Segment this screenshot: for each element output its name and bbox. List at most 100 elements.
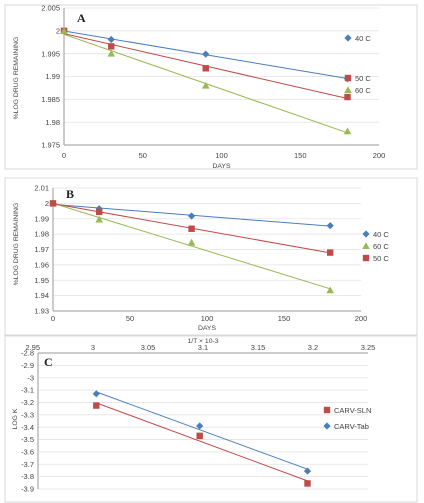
y-tick-label: -3.9 (21, 485, 34, 494)
legend-marker (344, 34, 352, 42)
y-tick-label: -3.3 (21, 410, 34, 419)
x-tick-label: 50 (126, 314, 134, 323)
y-tick-label: -3.6 (21, 448, 34, 457)
x-axis-label: 1/T × 10-3 (187, 338, 218, 345)
data-point (188, 225, 195, 232)
data-point (201, 81, 210, 89)
x-tick-label: 3 (91, 343, 95, 352)
y-axis-label: LOG K (12, 408, 19, 429)
panel-letter: C (44, 355, 53, 369)
y-tick-label: -3.4 (21, 423, 34, 432)
y-tick-label: 1.94 (34, 291, 49, 300)
x-tick-label: 3.05 (141, 343, 156, 352)
legend-marker (344, 74, 352, 82)
x-axis-label: DAYS (198, 325, 216, 332)
y-tick-label: 1.975 (41, 141, 60, 150)
legend-label: 40 C (355, 34, 371, 43)
x-tick-label: 0 (51, 314, 55, 323)
x-tick-label: 200 (373, 151, 386, 160)
chart-panel-b: 1.93 1.94 1.95 1.96 1.97 1.98 1.99 2 2.01 0 50 100 1… (0, 176, 424, 336)
chart-c-svg: -2.8 -2.9 -3 -3.1 -3.2 -3.3 -3.4 -3.5 -3.6 -3.7 -3… (4, 335, 418, 503)
data-point (107, 49, 116, 57)
y-tick-label: -3.2 (21, 398, 34, 407)
y-tick-label: 2.01 (34, 184, 49, 193)
legend-label: CARV-SLN (334, 406, 371, 415)
x-tick-label: 3.2 (308, 343, 318, 352)
legend-marker (323, 422, 331, 430)
x-tick-label: 200 (355, 314, 368, 323)
y-tick-label: 1.99 (34, 214, 49, 223)
chart-frame (4, 177, 418, 336)
data-point (343, 127, 352, 135)
x-tick-label: 50 (139, 151, 147, 160)
data-point (187, 238, 196, 246)
y-tick-label: 1.96 (34, 260, 49, 269)
y-tick-label: -2.9 (21, 361, 34, 370)
y-tick-label: 1.93 (34, 307, 49, 316)
y-tick-label: -3.8 (21, 472, 34, 481)
data-point (327, 249, 334, 256)
x-tick-label: 2.95 (25, 343, 40, 352)
y-tick-label: -3.1 (21, 386, 34, 395)
data-point (304, 480, 311, 487)
panel-letter: A (77, 11, 86, 25)
x-tick-label: 3.1 (198, 343, 208, 352)
y-tick-label: -3 (27, 373, 34, 382)
x-tick-label: 0 (62, 151, 66, 160)
y-tick-label: -2.8 (21, 349, 34, 358)
legend-marker (362, 230, 370, 238)
x-tick-label: 150 (278, 314, 291, 323)
y-tick-label: 1.95 (34, 276, 49, 285)
y-tick-label: 1.99 (45, 72, 60, 81)
data-point (196, 432, 203, 440)
data-point (202, 50, 210, 58)
chart-a-svg: 1.975 1.98 1.985 1.99 1.995 2 2.005 0 50 100 150 20… (4, 4, 418, 170)
data-point (93, 402, 100, 409)
legend-marker (344, 86, 352, 93)
x-tick-label: 150 (294, 151, 307, 160)
legend-label: 50 C (373, 254, 389, 263)
y-tick-label: 1.995 (41, 49, 60, 58)
legend-label: 40 C (373, 230, 389, 239)
y-axis-label: %LOG DRUG REMAINING (13, 37, 20, 120)
y-tick-label: 2 (45, 199, 49, 208)
data-point (202, 65, 209, 72)
x-axis-label: DAYS (212, 163, 230, 170)
panel-letter: B (66, 187, 74, 201)
y-tick-label: 2.005 (41, 4, 60, 13)
y-tick-label: 2 (56, 26, 60, 35)
legend-label: CARV-Tab (334, 422, 369, 431)
data-point (326, 222, 334, 230)
chart-panel-c: -2.8 -2.9 -3 -3.1 -3.2 -3.3 -3.4 -3.5 -3.6 -3.7 -3… (0, 335, 424, 503)
y-tick-label: 1.98 (45, 118, 60, 127)
data-point (60, 27, 68, 34)
data-point (95, 215, 103, 223)
y-tick-label: 1.97 (34, 245, 49, 254)
data-point (326, 286, 334, 294)
data-point (188, 212, 196, 220)
y-tick-label: 1.985 (41, 95, 60, 104)
chart-frame (4, 335, 418, 503)
legend-label: 50 C (355, 74, 371, 83)
series-trend-line (96, 391, 308, 470)
series-trend-line (96, 402, 308, 482)
y-axis-label: %LOG DRUG REMAINING (13, 203, 20, 286)
x-tick-label: 3.25 (361, 343, 376, 352)
y-tick-label: 1.98 (34, 230, 49, 239)
x-tick-label: 100 (201, 314, 214, 323)
chart-b-svg: 1.93 1.94 1.95 1.96 1.97 1.98 1.99 2 2.01 0 50 100 1… (4, 177, 418, 336)
x-tick-label: 3.15 (251, 343, 266, 352)
x-tick-label: 100 (215, 151, 228, 160)
data-point (96, 208, 103, 216)
chart-panel-a: 1.975 1.98 1.985 1.99 1.995 2 2.005 0 50 100 150 20… (0, 0, 424, 170)
data-point (344, 93, 351, 101)
legend-marker (323, 406, 331, 414)
data-point (49, 200, 57, 207)
legend-label: 60 C (355, 86, 371, 95)
legend-marker (362, 254, 370, 262)
data-point (107, 35, 115, 44)
data-point (108, 43, 115, 50)
y-tick-label: -3.5 (21, 435, 34, 444)
legend-label: 60 C (373, 242, 389, 251)
legend-marker (362, 242, 370, 249)
